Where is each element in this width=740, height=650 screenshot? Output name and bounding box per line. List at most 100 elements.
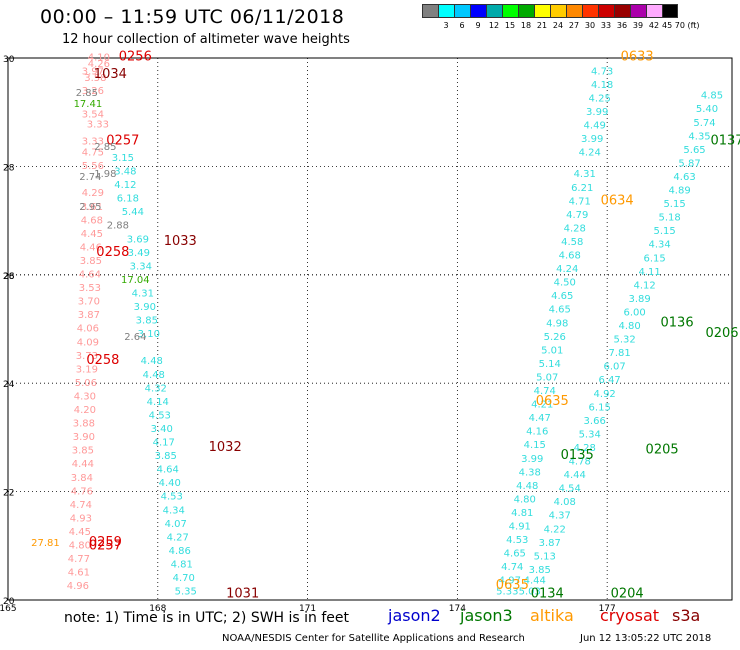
grid [7, 57, 733, 601]
swh-value: 3.53 [79, 283, 101, 294]
pass-time-label: 0257 [106, 134, 139, 149]
swh-value: 4.81 [171, 559, 193, 570]
swh-value: 4.47 [529, 413, 551, 424]
swh-value: 4.63 [673, 172, 695, 183]
pass-time-label: 1033 [164, 234, 197, 249]
footer-note: note: 1) Time is in UTC; 2) SWH is in fe… [64, 610, 350, 626]
x-tick-label: 177 [599, 604, 616, 614]
swh-value: 5.07 [536, 372, 558, 383]
timestamp-text: Jun 12 13:05:22 UTC 2018 [580, 633, 712, 644]
color-scale-cell [422, 4, 438, 30]
swh-value: 4.68 [81, 215, 103, 226]
color-scale-cell: 9 [470, 4, 486, 30]
swh-value: 4.65 [504, 549, 526, 560]
color-scale-label: 27 [568, 21, 580, 30]
color-scale-legend: 3 6 9 12 15 18 21 24 27 30 33 36 39 42 45 70 (ft) [422, 4, 700, 30]
swh-value: 4.79 [566, 210, 588, 221]
swh-value: 4.45 [69, 527, 91, 538]
chart-title: 00:00 – 11:59 UTC 06/11/2018 [40, 6, 345, 28]
swh-value: 3.66 [584, 416, 606, 427]
swh-value: 3.90 [73, 432, 95, 443]
swh-value: 6.15 [589, 402, 611, 413]
color-scale-cell: 36 [614, 4, 630, 30]
color-swatch [614, 4, 630, 18]
swh-value: 6.47 [599, 375, 621, 386]
color-swatch [470, 4, 486, 18]
x-tick-label: 174 [449, 604, 466, 614]
swh-value: 3.15 [112, 153, 134, 164]
swh-value: 4.80 [69, 541, 91, 552]
swh-value: 4.81 [511, 508, 533, 519]
swh-value: 3.54 [82, 110, 104, 121]
pass-time-label: 0258 [96, 245, 129, 260]
legend-jason2: jason2 [388, 606, 441, 625]
swh-value: 4.18 [591, 80, 613, 91]
swh-value: 4.64 [79, 270, 101, 281]
x-tick-label: 165 [0, 604, 17, 614]
swh-value: 4.53 [149, 410, 171, 421]
swh-value: 4.70 [173, 573, 195, 584]
swh-value: 3.85 [72, 446, 94, 457]
swh-value: 3.85 [155, 451, 177, 462]
swh-value: 4.37 [549, 511, 571, 522]
y-tick-label: 30 [3, 55, 15, 65]
color-scale-label: 39 [632, 21, 644, 30]
swh-value: 4.21 [531, 400, 553, 411]
swh-value: 3.90 [134, 302, 156, 313]
y-tick-label: 26 [3, 272, 15, 282]
swh-value: 4.07 [165, 519, 187, 530]
swh-value: 4.44 [72, 459, 94, 470]
swh-value: 3.88 [73, 419, 95, 430]
swh-value: 4.29 [82, 188, 104, 199]
swh-value: 4.31 [574, 169, 596, 180]
color-scale-label: 15 [504, 21, 516, 30]
swh-value: 5.56 [82, 161, 104, 172]
swh-value: 4.44 [524, 576, 546, 587]
color-swatch [486, 4, 502, 18]
swh-value: 3.58 [84, 73, 106, 84]
swh-value: 17.41 [74, 99, 103, 110]
swh-value: 4.68 [559, 251, 581, 262]
swh-value: 4.49 [584, 120, 606, 131]
swh-value: 2.85 [76, 88, 98, 99]
legend-altika: altika [530, 606, 574, 625]
swh-value: 5.65 [683, 145, 705, 156]
swh-value: 4.74 [534, 386, 556, 397]
swh-value: 4.17 [153, 438, 175, 449]
swh-value: 4.48 [141, 356, 163, 367]
swh-value: 4.14 [147, 397, 169, 408]
swh-value: 5.15 [653, 226, 675, 237]
swh-value: 4.11 [638, 267, 660, 278]
swh-value: 3.33 [87, 119, 109, 130]
swh-value: 4.74 [501, 562, 523, 573]
pass-time-label: 0635 [496, 578, 529, 593]
color-scale-label: 3 [443, 21, 449, 30]
pass-time-label: 0633 [621, 50, 654, 65]
swh-value: 4.74 [70, 500, 92, 511]
color-scale-cell: 15 [502, 4, 518, 30]
swh-value: 4.92 [594, 389, 616, 400]
pass-time-label: 0258 [86, 353, 119, 368]
swh-value: 3.87 [539, 538, 561, 549]
chart-subtitle: 12 hour collection of altimeter wave hei… [62, 32, 350, 47]
credit-text: NOAA/NESDIS Center for Satellite Applica… [222, 633, 525, 644]
swh-value: 27.81 [31, 538, 60, 549]
swh-value: 4.46 [80, 242, 102, 253]
swh-value: 6.00 [624, 307, 646, 318]
swh-value: 4.86 [169, 546, 191, 557]
swh-value: 3.84 [71, 473, 93, 484]
swh-value: 4.12 [114, 180, 136, 191]
swh-value: 5.74 [693, 118, 715, 129]
swh-value: 3.49 [128, 248, 150, 259]
swh-value: 2.64 [124, 332, 146, 343]
swh-value: 5.15 [663, 199, 685, 210]
swh-value: 3.26 [82, 86, 104, 97]
swh-value: 4.34 [163, 505, 185, 516]
color-scale-cell: 21 [534, 4, 550, 30]
swh-value: 4.73 [591, 66, 613, 77]
pass-time-label: 1031 [226, 586, 259, 601]
color-scale-label: 30 [584, 21, 596, 30]
swh-value: 4.08 [554, 497, 576, 508]
x-tick-label: 171 [299, 604, 316, 614]
pass-time-label: 0634 [601, 193, 634, 208]
